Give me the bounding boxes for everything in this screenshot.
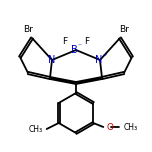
- Text: CH₃: CH₃: [29, 124, 43, 133]
- Text: N: N: [95, 55, 103, 65]
- Text: ⁺: ⁺: [103, 52, 107, 60]
- Text: N: N: [48, 55, 56, 65]
- Text: ⁻: ⁻: [78, 41, 82, 50]
- Text: Br: Br: [23, 24, 33, 33]
- Text: CH₃: CH₃: [123, 123, 137, 131]
- Text: B: B: [71, 45, 77, 55]
- Text: O: O: [106, 123, 113, 131]
- Text: F: F: [85, 36, 90, 45]
- Text: Br: Br: [119, 24, 129, 33]
- Text: F: F: [62, 36, 67, 45]
